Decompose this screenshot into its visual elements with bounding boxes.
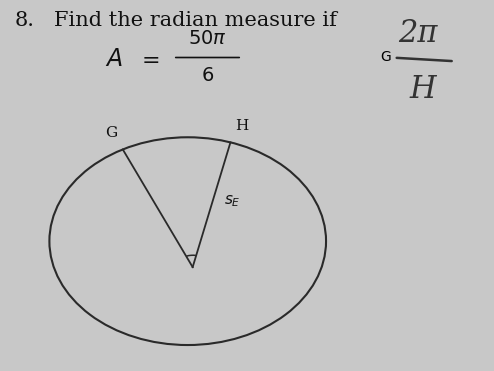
Text: 2π: 2π — [398, 18, 437, 49]
Text: H: H — [409, 73, 436, 105]
Text: G: G — [106, 126, 118, 140]
Text: Find the radian measure if: Find the radian measure if — [54, 11, 337, 30]
Text: $50\pi$: $50\pi$ — [188, 30, 227, 48]
Text: H: H — [236, 119, 248, 133]
Text: $=$: $=$ — [137, 48, 160, 70]
Text: 8.: 8. — [15, 11, 35, 30]
Text: $s_E$: $s_E$ — [224, 193, 241, 209]
Text: $6$: $6$ — [201, 67, 214, 85]
Text: G: G — [380, 50, 452, 64]
Text: $A$: $A$ — [105, 48, 123, 71]
